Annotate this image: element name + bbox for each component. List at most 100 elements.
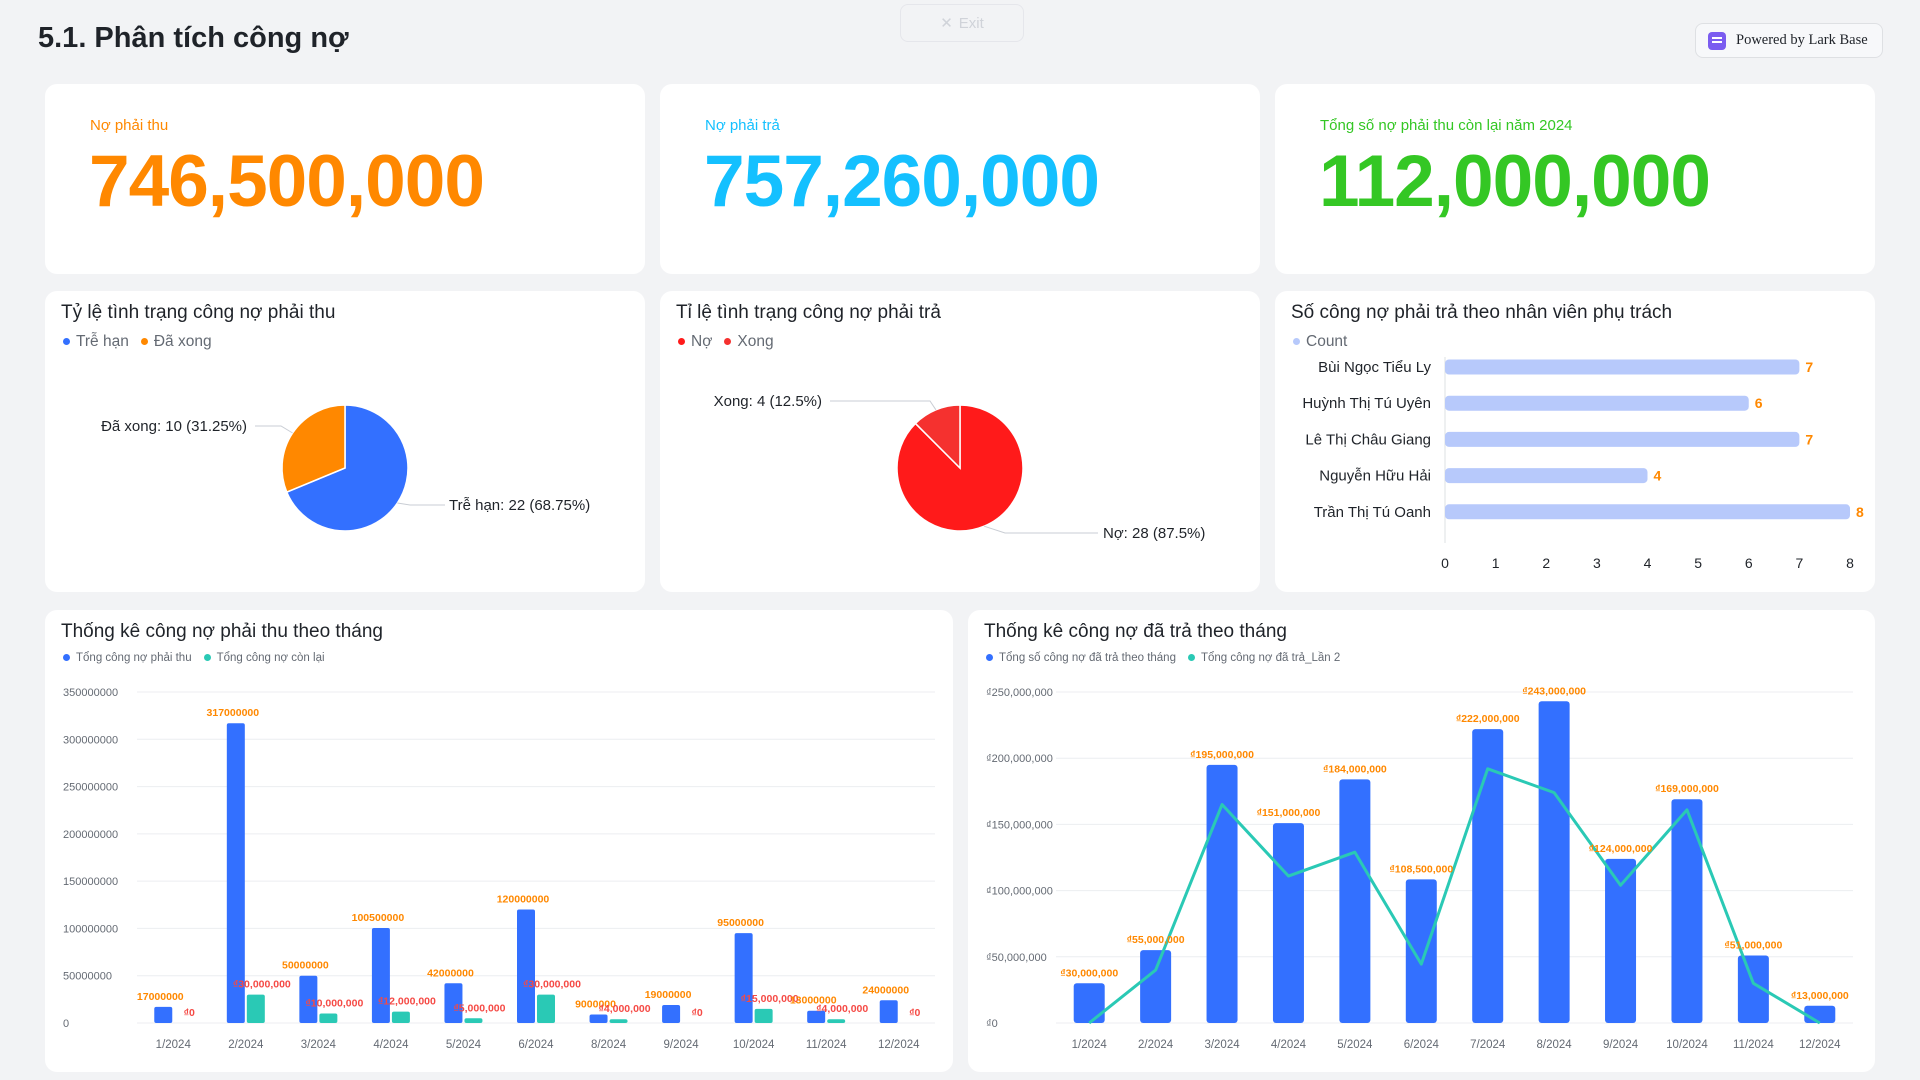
x-tick-label: 3/2024 [1204, 1039, 1240, 1051]
bar-value-label: 4 [1654, 468, 1662, 484]
legend-item[interactable]: Nợ [678, 333, 712, 351]
legend-item[interactable]: Xong [724, 333, 774, 351]
pie-chart-payable[interactable]: Nợ: 28 (87.5%) Xong: 4 (12.5%) [660, 291, 1260, 592]
bar-value-label: ₫222,000,000 [1456, 713, 1520, 725]
x-tick-label: 1/2024 [1072, 1039, 1108, 1051]
bar-value-label: ₫10,000,000 [305, 998, 363, 1010]
bar-remaining [754, 1008, 773, 1023]
bar-line-chart-paid-monthly[interactable]: ₫0 ₫50,000,000 ₫100,000,000 ₫150,000,000 ₫20… [968, 610, 1875, 1072]
y-tick-label: ₫0 [986, 1018, 998, 1030]
bar-receivable [444, 983, 463, 1023]
chart-title: Thống kê công nợ phải thu theo tháng [61, 621, 383, 642]
bar [1445, 359, 1800, 375]
chart-title: Số công nợ phải trả theo nhân viên phụ t… [1291, 302, 1673, 323]
lark-base-icon [1708, 31, 1726, 50]
x-tick-label: 8/2024 [1537, 1039, 1573, 1051]
bar-receivable [734, 933, 753, 1023]
bar-paid [1538, 701, 1570, 1023]
kpi-card-payable: Nợ phải trả 757,260,000 [660, 84, 1260, 274]
bar-value-label: ₫5,000,000 [453, 1002, 505, 1014]
bar-receivable [589, 1014, 608, 1023]
powered-by-badge[interactable]: Powered by Lark Base [1695, 23, 1883, 58]
bar-value-label: ₫169,000,000 [1655, 783, 1719, 795]
x-tick-label: 10/2024 [733, 1039, 775, 1051]
y-category-label: Bùi Ngọc Tiểu Ly [1318, 359, 1431, 376]
kpi-label: Nợ phải thu [90, 117, 169, 134]
bar-paid [1405, 879, 1437, 1023]
kpi-card-receivable: Nợ phải thu 746,500,000 [45, 84, 645, 274]
pie-slice [281, 404, 346, 494]
bar-value-label: ₫4,000,000 [816, 1003, 868, 1015]
bar-chart-by-staff[interactable]: 0 1 2 3 4 5 6 7 8 Bùi Ngọc Tiểu Ly 7 Huỳnh Thị Tú U… [1275, 291, 1875, 592]
x-tick-label: 11/2024 [806, 1039, 847, 1051]
kpi-label: Nợ phải trả [705, 117, 780, 134]
legend-item[interactable]: Đã xong [140, 333, 212, 351]
exit-button[interactable]: ✕ Exit [900, 4, 1024, 42]
pie-leader-line [255, 425, 293, 434]
x-tick-label: 10/2024 [1666, 1039, 1708, 1051]
x-tick-label: 4 [1644, 555, 1652, 571]
legend-item[interactable]: Tổng số công nợ đã trả theo tháng [986, 652, 1176, 664]
bar [1445, 468, 1648, 484]
x-tick-label: 5/2024 [1337, 1039, 1373, 1051]
bar-value-label: 7 [1805, 359, 1813, 375]
bar-value-label: ₫30,000,000 [523, 979, 581, 991]
kpi-value: 746,500,000 [89, 141, 485, 222]
bar-value-label: 50000000 [282, 960, 329, 972]
bar-value-label: ₫12,000,000 [378, 996, 436, 1008]
bar-value-label: ₫124,000,000 [1589, 843, 1653, 855]
bar-paid [1339, 779, 1371, 1023]
legend-item[interactable]: Count [1293, 333, 1347, 351]
bar [1445, 504, 1850, 520]
bar-value-label: ₫151,000,000 [1257, 807, 1321, 819]
bar-paid [1272, 823, 1304, 1023]
bar-value-label: 95000000 [717, 917, 764, 929]
bar-receivable [371, 927, 390, 1023]
bar-value-label: ₫30,000,000 [233, 979, 291, 991]
x-tick-label: 6/2024 [1404, 1039, 1440, 1051]
x-tick-label: 1 [1492, 555, 1500, 571]
chart-card-receivable-status: Tỷ lệ tình trạng công nợ phải thu Trễ hạ… [45, 291, 645, 592]
legend-item[interactable]: Trễ hạn [63, 333, 129, 351]
y-tick-label: ₫50,000,000 [986, 952, 1047, 964]
x-tick-label: 0 [1441, 555, 1449, 571]
legend-item[interactable]: Tổng công nợ phải thu [63, 652, 192, 664]
bar-remaining [609, 1019, 628, 1023]
y-category-label: Nguyễn Hữu Hải [1319, 468, 1431, 485]
pie-chart-receivable[interactable]: Trễ hạn: 22 (68.75%) Đã xong: 10 (31.25%) [45, 291, 645, 592]
y-tick-label: 50000000 [63, 971, 112, 983]
chart-card-receivable-monthly: Thống kê công nợ phải thu theo tháng Tổn… [45, 610, 953, 1072]
legend-item[interactable]: Tổng công nợ đã trả_Lần 2 [1187, 652, 1340, 664]
y-tick-label: ₫100,000,000 [986, 886, 1053, 898]
x-tick-label: 8/2024 [591, 1039, 627, 1051]
x-tick-label: 7/2024 [1470, 1039, 1506, 1051]
x-tick-label: 12/2024 [878, 1039, 920, 1051]
legend-item[interactable]: Tổng công nợ còn lại [203, 652, 325, 664]
bar-value-label: ₫195,000,000 [1190, 749, 1254, 761]
close-icon: ✕ [940, 15, 953, 32]
exit-label: Exit [958, 14, 984, 32]
y-tick-label: 100000000 [63, 923, 118, 935]
bar-remaining [319, 1013, 338, 1023]
page-title: 5.1. Phân tích công nợ [38, 22, 349, 54]
y-tick-label: 350000000 [63, 687, 118, 699]
x-tick-label: 8 [1846, 555, 1854, 571]
bar-value-label: 19000000 [645, 989, 692, 1001]
bar-receivable [517, 909, 535, 1023]
bar-value-label: 24000000 [862, 984, 909, 996]
bar-value-label: ₫0 [184, 1007, 195, 1019]
bar-value-label: ₫243,000,000 [1522, 685, 1586, 697]
x-tick-label: 11/2024 [1733, 1039, 1774, 1051]
bar-value-label: 42000000 [427, 967, 474, 979]
x-tick-label: 12/2024 [1799, 1039, 1841, 1051]
x-tick-label: 1/2024 [156, 1039, 192, 1051]
bar-value-label: ₫15,000,000 [741, 993, 799, 1005]
bar-value-label: ₫51,000,000 [1724, 939, 1782, 951]
bar-chart-receivable-monthly[interactable]: 0 50000000 100000000 150000000 200000000 2500… [45, 610, 953, 1072]
x-tick-label: 9/2024 [1603, 1039, 1639, 1051]
bar-value-label: 17000000 [137, 991, 184, 1003]
bar-remaining [464, 1018, 483, 1023]
bar-value-label: 317000000 [207, 707, 260, 719]
bar [1445, 431, 1800, 447]
bar-remaining [827, 1019, 846, 1023]
